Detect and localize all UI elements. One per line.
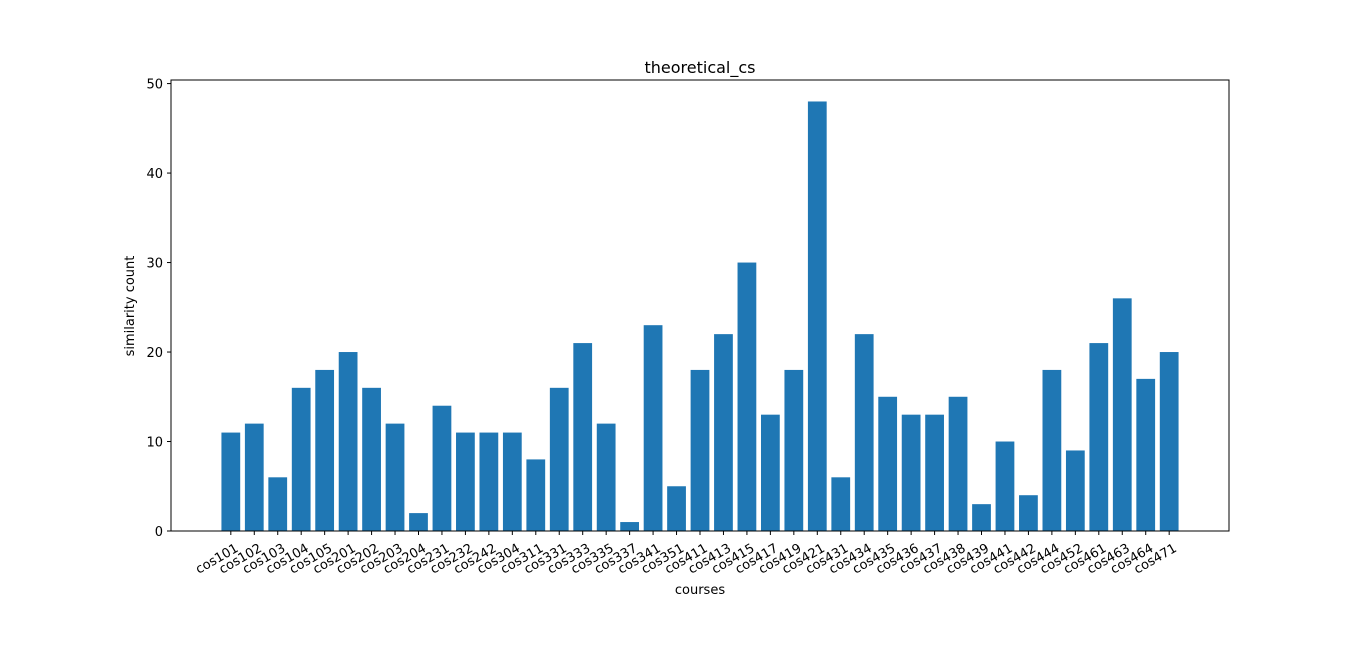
bar-cos435 <box>878 396 898 531</box>
bar-cos102 <box>244 423 264 531</box>
bar-cos337 <box>620 522 640 531</box>
bar-cos304 <box>502 432 522 531</box>
y-tick-label: 40 <box>146 167 163 182</box>
x-axis-label: courses <box>675 583 725 598</box>
y-tick-label: 20 <box>146 346 163 361</box>
bar-cos471 <box>1159 352 1179 531</box>
bar-cos442 <box>1019 495 1038 531</box>
bar-cos411 <box>690 369 710 531</box>
plot-frame <box>170 79 1230 532</box>
bar-cos431 <box>831 477 851 531</box>
bar-cos103 <box>268 477 288 531</box>
bar-cos311 <box>526 459 546 531</box>
bars-group <box>221 101 1179 531</box>
bar-cos439 <box>972 504 991 531</box>
bar-cos231 <box>432 405 452 531</box>
bar-cos419 <box>784 369 804 531</box>
y-axis-label: similarity count <box>123 256 138 357</box>
bar-cos333 <box>573 343 593 531</box>
bar-cos204 <box>409 513 428 531</box>
bar-cos441 <box>995 441 1015 531</box>
bar-cos452 <box>1065 450 1085 531</box>
bar-cos104 <box>291 387 311 531</box>
y-tick-label: 30 <box>146 257 163 272</box>
bar-cos331 <box>549 387 569 531</box>
bar-cos101 <box>221 432 241 531</box>
bar-cos463 <box>1112 298 1132 531</box>
y-tick-label: 50 <box>146 78 163 93</box>
bar-cos461 <box>1089 343 1109 531</box>
x-axis-ticks: cos101cos102cos103cos104cos105cos201cos2… <box>193 531 1180 577</box>
y-tick-label: 0 <box>155 525 163 540</box>
bar-cos242 <box>479 432 499 531</box>
bar-cos105 <box>315 369 335 531</box>
bar-cos201 <box>338 352 358 531</box>
bar-cos417 <box>760 414 780 531</box>
bar-cos351 <box>667 486 686 531</box>
bar-cos464 <box>1136 378 1156 531</box>
bar-cos434 <box>854 334 874 531</box>
bar-cos437 <box>925 414 944 531</box>
bar-cos413 <box>714 334 733 531</box>
bar-cos203 <box>385 423 405 531</box>
chart-title: theoretical_cs <box>644 58 755 78</box>
bar-cos341 <box>643 325 663 531</box>
bar-cos436 <box>901 414 921 531</box>
bar-cos415 <box>737 262 757 531</box>
y-axis-ticks: 0 10 20 30 40 50 <box>146 78 171 540</box>
bar-cos421 <box>807 101 827 531</box>
bar-cos232 <box>456 432 475 531</box>
bar-cos202 <box>362 387 381 531</box>
bar-cos444 <box>1042 369 1062 531</box>
y-tick-label: 10 <box>146 436 163 451</box>
bar-cos335 <box>596 423 616 531</box>
bar-cos438 <box>948 396 968 531</box>
